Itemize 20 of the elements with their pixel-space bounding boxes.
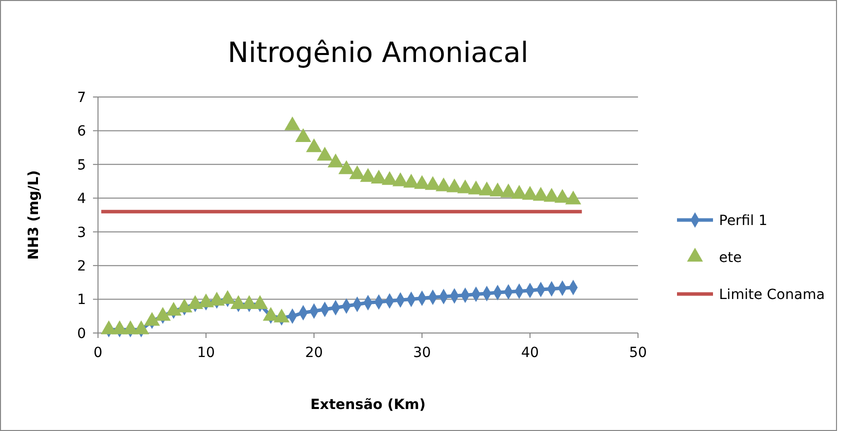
y-tick-label: 0 xyxy=(77,326,86,342)
y-tick-label: 1 xyxy=(77,292,86,308)
x-tick-label: 10 xyxy=(197,345,215,361)
chart-title: Nitrogênio Amoniacal xyxy=(228,36,528,69)
y-tick-label: 2 xyxy=(77,258,86,274)
y-tick-label: 5 xyxy=(77,157,86,174)
y-tick-label: 6 xyxy=(77,124,86,140)
legend-label: ete xyxy=(719,250,742,266)
x-axis-title: Extensão (Km) xyxy=(310,397,426,413)
x-tick-label: 50 xyxy=(629,345,647,361)
x-tick-label: 40 xyxy=(521,345,539,361)
x-tick-label: 20 xyxy=(305,345,323,361)
y-tick-label: 7 xyxy=(77,90,86,106)
legend-label: Limite Conama xyxy=(719,286,825,303)
y-tick-label: 3 xyxy=(77,224,86,241)
y-tick-label: 4 xyxy=(77,191,86,208)
y-axis-title: NH3 (mg/L) xyxy=(26,170,42,260)
x-tick-label: 0 xyxy=(94,345,102,361)
x-tick-label: 30 xyxy=(413,345,431,361)
legend-label: Perfil 1 xyxy=(719,212,768,229)
